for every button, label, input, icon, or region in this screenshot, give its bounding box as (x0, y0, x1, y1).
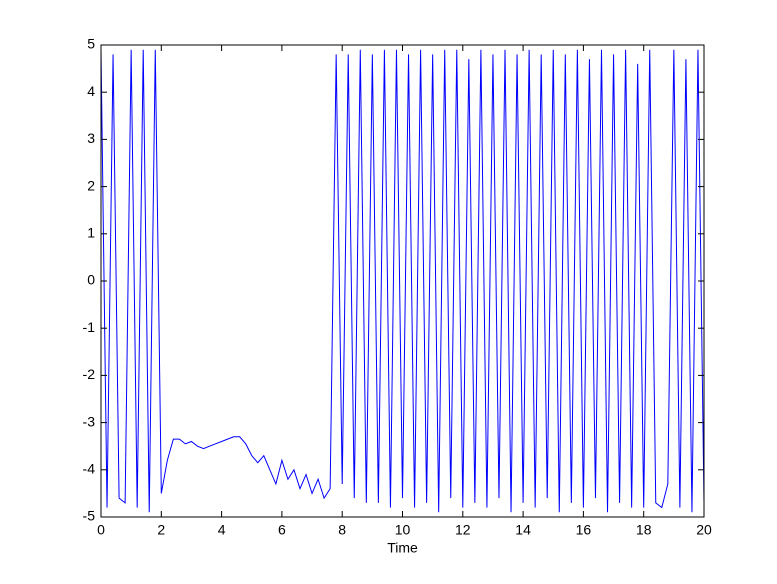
x-tick-label: 4 (218, 522, 226, 538)
y-tick-label: 0 (87, 272, 95, 288)
x-tick-label: 2 (157, 522, 165, 538)
x-tick-label: 10 (395, 522, 411, 538)
data-line (100, 49, 705, 513)
y-tick-label: -3 (83, 413, 96, 429)
x-tick-label: 18 (636, 522, 652, 538)
y-tick-label: 4 (87, 83, 95, 99)
y-tick-label: 2 (87, 177, 95, 193)
plot-frame (100, 44, 705, 518)
y-tick-label: -5 (83, 508, 96, 524)
x-axis-label: Time (387, 540, 418, 556)
y-tick-label: 1 (87, 225, 95, 241)
x-tick-label: 12 (455, 522, 471, 538)
y-tick-label: -4 (83, 461, 96, 477)
x-tick-label: 20 (696, 522, 712, 538)
y-tick-label: -2 (83, 366, 96, 382)
x-tick-label: 16 (576, 522, 592, 538)
y-tick-label: 5 (87, 36, 95, 52)
x-tick-label: 14 (515, 522, 531, 538)
y-tick-label: -1 (83, 319, 96, 335)
x-tick-label: 8 (338, 522, 346, 538)
y-tick-label: 3 (87, 130, 95, 146)
x-tick-label: 0 (97, 522, 105, 538)
x-tick-label: 6 (278, 522, 286, 538)
